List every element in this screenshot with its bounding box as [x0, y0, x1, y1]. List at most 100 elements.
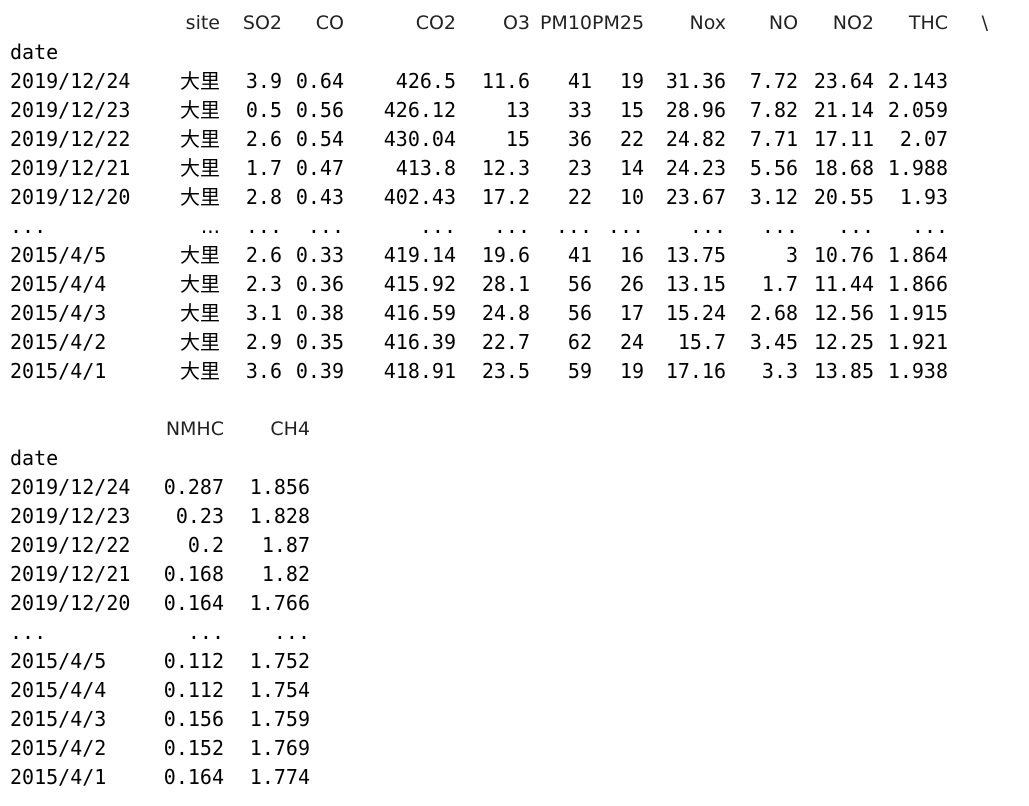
table-cell: 0.156 [163, 707, 224, 731]
table-cell: 36 [567, 127, 592, 151]
table-cell: 2.3 [245, 272, 282, 296]
table-cell: 3.1 [245, 301, 282, 325]
row-index-date: 2019/12/24 [10, 475, 131, 499]
table-cell: 1.769 [249, 736, 310, 760]
row-index-date: 2019/12/20 [10, 591, 131, 615]
table-cell: 0.287 [163, 475, 224, 499]
table-cell: 0.5 [245, 98, 282, 122]
table-cell: 426.12 [383, 98, 456, 122]
table-cell: 3.3 [761, 359, 799, 383]
table-cell: 0.54 [295, 127, 344, 151]
table-row: 2019/12/23 0.23 1.828 [10, 502, 310, 531]
table-cell: 13.85 [813, 359, 875, 383]
table-cell: 23.5 [481, 359, 530, 383]
table-cell: 28.1 [481, 272, 530, 296]
row-index-date: 2015/4/3 [10, 301, 107, 325]
table-cell: 56 [567, 301, 592, 325]
column-header: NMHC [165, 418, 224, 440]
table-cell: 7.71 [749, 127, 799, 151]
trailing-spacer [948, 154, 988, 183]
site-cell: 大里 [180, 185, 220, 209]
table-cell: 41 [567, 243, 592, 267]
table-cell: 56 [567, 272, 592, 296]
site-cell: 大里 [180, 127, 220, 151]
table-cell: 24 [619, 330, 645, 354]
table-cell: ... [837, 214, 875, 238]
table-cell: 0.33 [295, 243, 344, 267]
table-cell: 24.82 [665, 127, 727, 151]
table-row: 2015/4/5 0.112 1.752 [10, 647, 310, 676]
trailing-spacer [948, 96, 988, 125]
trailing-spacer [948, 125, 988, 154]
table-cell: 1.988 [887, 156, 949, 180]
table-row: .................................... [10, 212, 988, 241]
trailing-spacer [948, 328, 988, 357]
index-header-blank [10, 9, 140, 38]
column-header: CH4 [270, 418, 310, 440]
table-cell: 0.164 [163, 765, 224, 789]
table-cell: 430.04 [383, 127, 456, 151]
table-cell: ... [689, 214, 727, 238]
site-cell: 大里 [180, 156, 220, 180]
site-cell: 大里 [180, 359, 220, 383]
column-header: CO [315, 12, 344, 34]
table-cell: 59 [567, 359, 592, 383]
row-index-date: 2015/4/1 [10, 765, 107, 789]
table-row: 2015/4/2 0.152 1.769 [10, 734, 310, 763]
table-cell: 12.56 [813, 301, 875, 325]
table-row: 2015/4/4 0.112 1.754 [10, 676, 310, 705]
dataframe-block-1: site SO2 CO CO2 O3 PM10 PM25 Nox NO NO2 … [10, 9, 988, 386]
table-cell: 415.92 [383, 272, 456, 296]
trailing-spacer [948, 299, 988, 328]
column-header: site [185, 12, 220, 34]
table-cell: 1.82 [261, 562, 310, 586]
table-row: 2015/4/3 0.156 1.759 [10, 705, 310, 734]
site-cell: 大里 [180, 98, 220, 122]
table-cell: 23.64 [813, 69, 875, 93]
table-cell: 0.112 [163, 649, 224, 673]
index-name: date [10, 40, 59, 64]
index-name-spacer [140, 38, 988, 67]
table-cell: 41 [567, 69, 592, 93]
column-header: PM25 [592, 12, 645, 34]
row-index-date: 2015/4/1 [10, 359, 107, 383]
table-row: 2019/12/21 0.168 1.82 [10, 560, 310, 589]
table-cell: 0.47 [295, 156, 344, 180]
table-cell: ... [761, 214, 799, 238]
table-cell: 3.45 [749, 330, 799, 354]
table-cell: ... [187, 620, 224, 644]
table-cell: ... [493, 214, 530, 238]
table-row: 2015/4/1 0.164 1.774 [10, 763, 310, 792]
table-cell: 22.7 [481, 330, 530, 354]
table-cell: 2.6 [245, 243, 282, 267]
index-name: date [10, 446, 59, 470]
table-cell: 1.754 [249, 678, 310, 702]
table-cell: 15 [619, 98, 645, 122]
table-cell: 1.87 [261, 533, 310, 557]
column-header-row: NMHC CH4 [10, 415, 310, 444]
table-cell: 23.67 [665, 185, 727, 209]
table-cell: 23 [567, 156, 592, 180]
site-cell: 大里 [180, 243, 220, 267]
row-index-date: ... [10, 620, 47, 644]
trailing-spacer [948, 183, 988, 212]
table-row: 2015/4/4 大里 2.3 0.36 415.92 28.1 56 26 13.15 1.7 1… [10, 270, 988, 299]
table-cell: 426.5 [395, 69, 456, 93]
trailing-spacer [948, 241, 988, 270]
table-cell: 62 [567, 330, 592, 354]
row-index-date: ... [10, 214, 47, 238]
site-cell: 大里 [180, 272, 220, 296]
table-row: 2019/12/24 大里 3.9 0.64 426.5 11.6 41 19 31.36 7.7… [10, 67, 988, 96]
table-cell: 13.15 [665, 272, 727, 296]
table-cell: ... [607, 214, 645, 238]
table-cell: 0.36 [295, 272, 344, 296]
table-cell: 3.6 [245, 359, 282, 383]
trailing-spacer [948, 270, 988, 299]
column-header-row: site SO2 CO CO2 O3 PM10 PM25 Nox NO NO2 … [10, 9, 988, 38]
trailing-spacer [948, 357, 988, 386]
row-index-date: 2019/12/20 [10, 185, 131, 209]
table-cell: 0.39 [295, 359, 344, 383]
column-header: NO2 [832, 12, 875, 34]
table-cell: 15.7 [677, 330, 727, 354]
table-cell: 20.55 [813, 185, 875, 209]
